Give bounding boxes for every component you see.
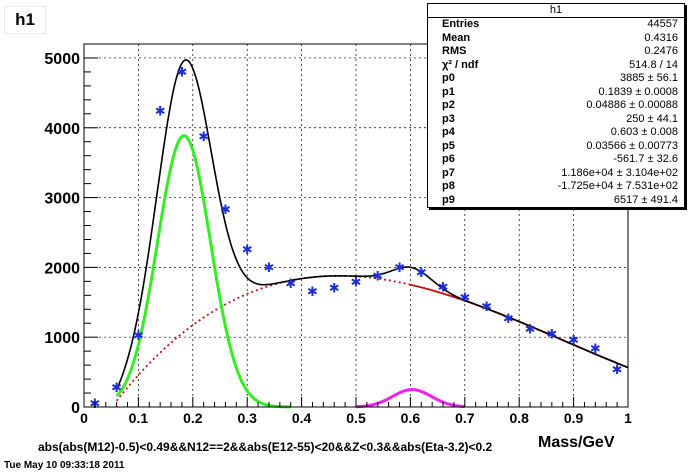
x-axis-label: Mass/GeV: [538, 434, 615, 451]
data-point: ✱: [503, 312, 514, 327]
stats-row-value: -1.725e+04 ± 7.531e+02: [557, 180, 678, 192]
data-point: ✱: [525, 323, 536, 338]
x-tick-label: 0.2: [183, 410, 203, 426]
stats-row-label: p7: [442, 166, 455, 179]
x-tick-label: 0.8: [509, 410, 529, 426]
stats-row: p8 -1.725e+04 ± 7.531e+02: [428, 180, 684, 194]
stats-row-label: Entries: [442, 18, 480, 30]
data-point: ✱: [481, 300, 492, 315]
stats-row-value: 0.03566 ± 0.00773: [586, 139, 678, 152]
data-point: ✱: [329, 281, 340, 296]
y-tick-label: 0: [71, 400, 80, 417]
stats-box-title: h1: [428, 4, 684, 18]
stats-row-label: p6: [442, 153, 455, 165]
stats-row-value: -561.7 ± 32.6: [613, 153, 678, 165]
fit-curves: [115, 59, 629, 409]
gauss2-fit-curve: [356, 388, 466, 409]
data-point: ✱: [612, 363, 623, 378]
stats-row-value: 44557: [647, 18, 678, 30]
data-point: ✱: [459, 291, 470, 306]
stats-row: p9 6517 ± 491.4: [428, 194, 684, 208]
data-point: ✱: [307, 285, 318, 300]
stats-row: RMS 0.2476: [428, 45, 684, 59]
stats-row-label: p5: [442, 139, 455, 152]
gauss1-fit-curve: [115, 134, 291, 409]
stats-row-value: 0.4316: [644, 31, 678, 44]
x-tick-label: 0.5: [346, 410, 366, 426]
stats-row-label: p8: [442, 180, 455, 192]
stats-row: p6 -561.7 ± 32.6: [428, 153, 684, 167]
data-point: ✱: [546, 327, 557, 342]
cut-label: abs(abs(M12)-0.5)<0.49&&N12==2&&abs(E12-…: [38, 440, 493, 454]
stats-row: p2 0.04886 ± 0.00088: [428, 99, 684, 113]
stats-row-value: 514.8 / 14: [629, 58, 678, 71]
data-point: ✱: [155, 105, 166, 120]
stats-row-value: 3885 ± 56.1: [619, 72, 678, 84]
stats-row-value: 0.04886 ± 0.00088: [586, 99, 678, 111]
data-point: ✱: [568, 334, 579, 349]
x-tick-label: 0: [80, 410, 88, 426]
x-tick-label: 0.6: [401, 410, 421, 426]
data-point: ✱: [176, 66, 187, 81]
stats-row: p7 1.186e+04 ± 3.104e+02: [428, 167, 684, 181]
stats-row-label: χ² / ndf: [442, 58, 479, 71]
y-tick-label: 5000: [44, 51, 80, 68]
stats-row-label: p4: [442, 126, 455, 138]
stats-row-label: RMS: [442, 45, 467, 57]
x-tick-label: 0.3: [237, 410, 257, 426]
histogram-title: h1: [4, 6, 46, 34]
stats-row-value: 6517 ± 491.4: [613, 193, 678, 206]
y-tick-label: 1000: [44, 330, 80, 347]
stats-row-label: Mean: [442, 31, 471, 44]
data-point: ✱: [372, 269, 383, 284]
x-tick-label: 0.1: [129, 410, 149, 426]
stats-row-label: p3: [442, 112, 455, 125]
axes: 0 0.1 0.2 0.3 0.4 0.5 0.6 0.7 0.8 0.9 1 0 1000 2000 30…: [44, 43, 632, 426]
x-tick-label: 0.9: [564, 410, 584, 426]
data-point: ✱: [242, 243, 253, 258]
stats-row-label: p9: [442, 193, 455, 206]
data-point: ✱: [394, 261, 405, 276]
data-point: ✱: [438, 281, 449, 296]
data-point: ✱: [264, 261, 275, 276]
data-point: ✱: [351, 276, 362, 291]
stats-row-value: 0.1839 ± 0.0008: [598, 85, 678, 98]
data-point: ✱: [220, 203, 231, 218]
stats-row-value: 1.186e+04 ± 3.104e+02: [561, 166, 678, 179]
stats-row-label: p0: [442, 72, 455, 84]
y-tick-label: 3000: [44, 191, 80, 208]
x-tick-label: 0.4: [292, 410, 312, 426]
stats-box: h1 Entries 44557 Mean 0.4316 RMS 0.2476 χ² / n…: [427, 3, 685, 208]
data-point: ✱: [285, 277, 296, 292]
stats-row: p1 0.1839 ± 0.0008: [428, 86, 684, 100]
data-point: ✱: [111, 381, 122, 396]
x-tick-label: 1: [624, 410, 632, 426]
data-point: ✱: [133, 329, 144, 344]
y-tick-label: 2000: [44, 260, 80, 277]
data-point: ✱: [198, 130, 209, 145]
y-tick-label: 4000: [44, 121, 80, 138]
stats-row: p3 250 ± 44.1: [428, 113, 684, 127]
stats-row-value: 250 ± 44.1: [626, 112, 678, 125]
x-tick-label: 0.7: [455, 410, 475, 426]
stats-row: Mean 0.4316: [428, 32, 684, 46]
stats-row: p0 3885 ± 56.1: [428, 72, 684, 86]
data-point: ✱: [416, 266, 427, 281]
stats-row-value: 0.2476: [644, 45, 678, 57]
stats-row: Entries 44557: [428, 18, 684, 32]
total-fit-curve: [115, 59, 629, 391]
data-point: ✱: [590, 342, 601, 357]
stats-row: p5 0.03566 ± 0.00773: [428, 140, 684, 154]
stats-row-label: p2: [442, 99, 455, 111]
stats-row-value: 0.603 ± 0.008: [610, 126, 678, 138]
stats-row: p4 0.603 ± 0.008: [428, 126, 684, 140]
stats-row-label: p1: [442, 85, 455, 98]
timestamp: Tue May 10 09:33:18 2011: [4, 460, 125, 471]
stats-row: χ² / ndf 514.8 / 14: [428, 59, 684, 73]
